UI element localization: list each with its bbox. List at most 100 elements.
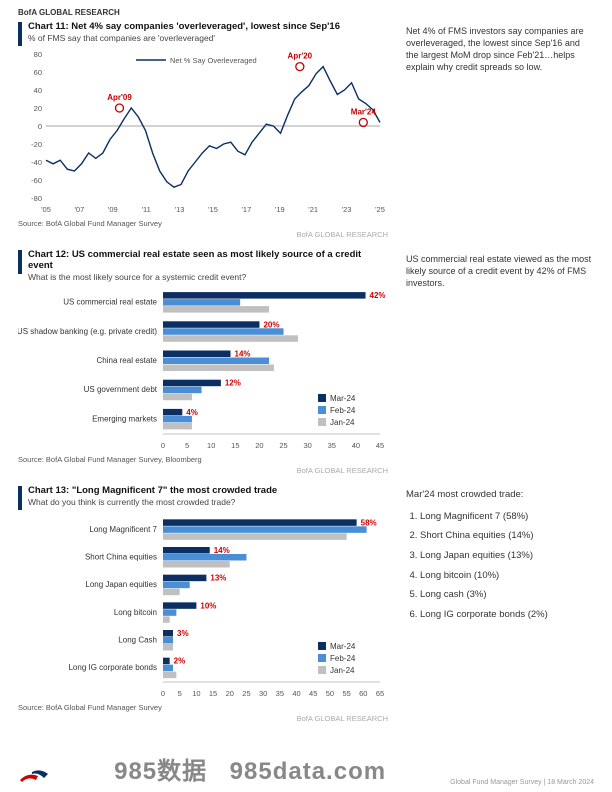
row-chart13: Chart 13: "Long Magnificent 7" the most … xyxy=(18,485,594,723)
svg-text:40: 40 xyxy=(292,689,300,698)
svg-text:'19: '19 xyxy=(275,205,285,214)
chart12-wm: BofA GLOBAL RESEARCH xyxy=(18,466,388,475)
svg-text:15: 15 xyxy=(231,441,239,450)
chart13-title: Chart 13: "Long Magnificent 7" the most … xyxy=(28,485,277,496)
svg-text:10: 10 xyxy=(192,689,200,698)
page-footer: 985数据 985data.com Global Fund Manager Su… xyxy=(18,751,594,786)
svg-text:60: 60 xyxy=(34,68,42,77)
svg-text:'09: '09 xyxy=(108,205,118,214)
rank-item: Long Japan equities (13%) xyxy=(420,547,594,565)
rank-item: Long cash (3%) xyxy=(420,586,594,604)
svg-text:Mar'24: Mar'24 xyxy=(351,107,377,116)
svg-text:US commercial real estate: US commercial real estate xyxy=(63,298,157,307)
desc13-list: Long Magnificent 7 (58%)Short China equi… xyxy=(406,508,594,623)
svg-text:65: 65 xyxy=(376,689,384,698)
svg-text:Long IG corporate bonds: Long IG corporate bonds xyxy=(68,663,157,672)
svg-text:60: 60 xyxy=(359,689,367,698)
chart13-source: Source: BofA Global Fund Manager Survey xyxy=(18,703,388,712)
page-body: Chart 11: Net 4% say companies 'overleve… xyxy=(0,21,612,723)
chart13-plot: 05101520253035404550556065Long Magnifice… xyxy=(18,510,388,700)
footer-pageinfo: Global Fund Manager Survey | 18 March 20… xyxy=(450,779,594,786)
chart12-plot: 0 5 10 15 20 25 30 35 40 45 US commercial real est… xyxy=(18,282,388,452)
chart12-col: Chart 12: US commercial real estate seen… xyxy=(18,249,388,475)
footer-wm2: 985data.com xyxy=(230,758,386,785)
svg-text:10: 10 xyxy=(207,441,215,450)
svg-text:20: 20 xyxy=(226,689,234,698)
svg-text:0: 0 xyxy=(161,441,165,450)
svg-text:-60: -60 xyxy=(31,176,42,185)
svg-text:'25: '25 xyxy=(375,205,385,214)
chart11-col: Chart 11: Net 4% say companies 'overleve… xyxy=(18,21,388,239)
svg-text:-80: -80 xyxy=(31,194,42,203)
svg-text:-40: -40 xyxy=(31,158,42,167)
svg-text:Emerging markets: Emerging markets xyxy=(92,414,157,423)
svg-text:0: 0 xyxy=(161,689,165,698)
svg-text:Net % Say Overleveraged: Net % Say Overleveraged xyxy=(170,56,257,65)
svg-text:Mar-24: Mar-24 xyxy=(330,394,356,403)
svg-text:Mar-24: Mar-24 xyxy=(330,642,356,651)
rank-item: Short China equities (14%) xyxy=(420,527,594,545)
svg-text:5: 5 xyxy=(185,441,189,450)
svg-text:25: 25 xyxy=(242,689,250,698)
svg-text:China real estate: China real estate xyxy=(97,356,158,365)
svg-text:55: 55 xyxy=(342,689,350,698)
row-chart11: Chart 11: Net 4% say companies 'overleve… xyxy=(18,21,594,239)
doc-header: BofA GLOBAL RESEARCH xyxy=(0,0,612,21)
svg-text:Apr'20: Apr'20 xyxy=(288,52,313,61)
svg-text:0: 0 xyxy=(38,122,42,131)
desc13-title: Mar'24 most crowded trade: xyxy=(406,489,594,502)
svg-text:Long Cash: Long Cash xyxy=(118,636,157,645)
svg-text:'05: '05 xyxy=(41,205,51,214)
svg-text:'23: '23 xyxy=(342,205,352,214)
svg-text:4%: 4% xyxy=(186,408,198,417)
chart11-title: Chart 11: Net 4% say companies 'overleve… xyxy=(28,21,340,32)
svg-text:Apr'09: Apr'09 xyxy=(107,93,132,102)
svg-text:20: 20 xyxy=(255,441,263,450)
svg-text:5: 5 xyxy=(178,689,182,698)
svg-text:14%: 14% xyxy=(235,350,251,359)
svg-text:Jan-24: Jan-24 xyxy=(330,666,355,675)
svg-text:40: 40 xyxy=(352,441,360,450)
chart13-col: Chart 13: "Long Magnificent 7" the most … xyxy=(18,485,388,723)
svg-text:'17: '17 xyxy=(242,205,252,214)
svg-text:20: 20 xyxy=(34,104,42,113)
svg-text:2%: 2% xyxy=(174,657,186,666)
chart11-plot: -80-60-40-20020406080'05'07'09'11'13'15'… xyxy=(18,46,388,216)
chart13-wm: BofA GLOBAL RESEARCH xyxy=(18,714,388,723)
title-accent-11 xyxy=(18,22,22,46)
chart12-subtitle: What is the most likely source for a sys… xyxy=(28,272,388,282)
svg-text:20%: 20% xyxy=(263,320,279,329)
chart12-source: Source: BofA Global Fund Manager Survey,… xyxy=(18,455,388,464)
svg-text:12%: 12% xyxy=(225,379,241,388)
rank-item: Long Magnificent 7 (58%) xyxy=(420,508,594,526)
title-accent-13 xyxy=(18,486,22,510)
svg-text:30: 30 xyxy=(303,441,311,450)
svg-text:35: 35 xyxy=(328,441,336,450)
svg-text:Feb-24: Feb-24 xyxy=(330,654,356,663)
svg-text:40: 40 xyxy=(34,86,42,95)
row-chart12: Chart 12: US commercial real estate seen… xyxy=(18,249,594,475)
svg-text:US government debt: US government debt xyxy=(84,385,158,394)
chart12-title: Chart 12: US commercial real estate seen… xyxy=(28,249,388,271)
svg-text:'13: '13 xyxy=(175,205,185,214)
svg-text:Long bitcoin: Long bitcoin xyxy=(114,608,157,617)
svg-text:US shadow banking (e.g. privat: US shadow banking (e.g. private credit) xyxy=(18,327,157,336)
svg-text:'21: '21 xyxy=(308,205,318,214)
svg-text:'11: '11 xyxy=(142,205,151,214)
svg-text:45: 45 xyxy=(376,441,384,450)
rank-item: Long bitcoin (10%) xyxy=(420,567,594,585)
chart11-wm: BofA GLOBAL RESEARCH xyxy=(18,230,388,239)
svg-text:3%: 3% xyxy=(177,629,189,638)
svg-text:10%: 10% xyxy=(200,601,216,610)
svg-text:25: 25 xyxy=(279,441,287,450)
title-accent-12 xyxy=(18,250,22,274)
svg-text:30: 30 xyxy=(259,689,267,698)
svg-text:'07: '07 xyxy=(75,205,85,214)
svg-text:Long Japan equities: Long Japan equities xyxy=(85,580,157,589)
svg-text:Jan-24: Jan-24 xyxy=(330,418,355,427)
chart13-subtitle: What do you think is currently the most … xyxy=(28,497,277,507)
svg-text:Feb-24: Feb-24 xyxy=(330,406,356,415)
desc13-col: Mar'24 most crowded trade: Long Magnific… xyxy=(406,485,594,723)
svg-text:45: 45 xyxy=(309,689,317,698)
desc12: US commercial real estate viewed as the … xyxy=(406,249,594,475)
